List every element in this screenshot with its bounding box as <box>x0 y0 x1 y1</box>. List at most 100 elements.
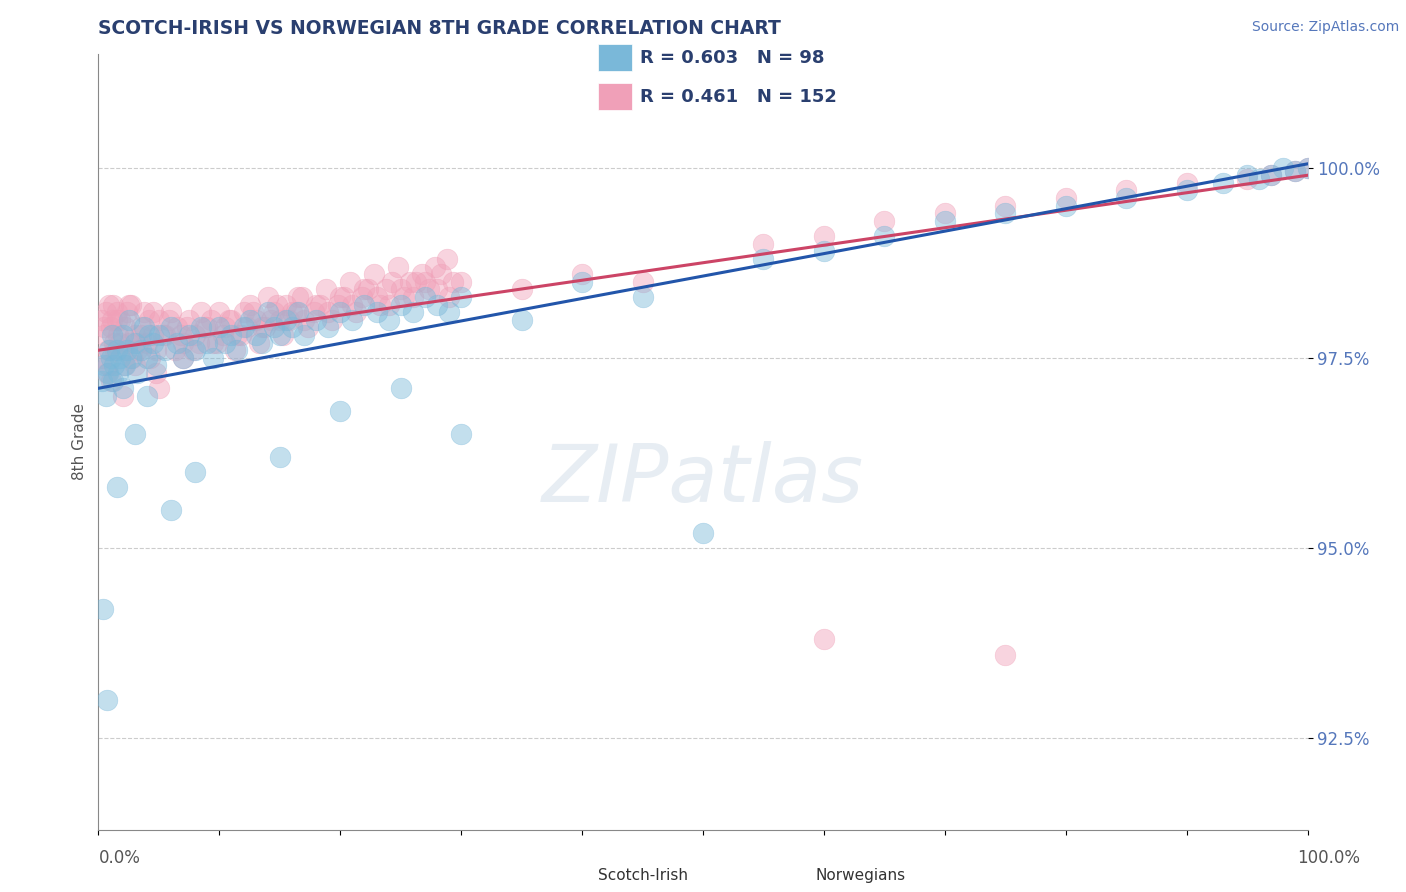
Point <box>321 313 343 327</box>
Point <box>1054 199 1077 213</box>
Point <box>194 320 217 334</box>
Point <box>389 282 412 296</box>
Point <box>269 450 291 464</box>
Point <box>752 236 775 251</box>
Point <box>571 267 593 281</box>
Point <box>221 328 243 343</box>
Point <box>413 275 436 289</box>
Point <box>100 374 122 388</box>
Point <box>190 305 212 319</box>
Point <box>366 305 388 319</box>
Point <box>100 313 122 327</box>
Point <box>100 328 122 343</box>
Point <box>129 328 152 343</box>
Point <box>256 290 278 304</box>
Point <box>160 305 183 319</box>
Point <box>250 320 273 334</box>
Point <box>138 328 160 343</box>
Point <box>263 320 285 334</box>
Point <box>96 693 118 707</box>
Point <box>97 359 120 373</box>
Point <box>389 297 412 311</box>
Point <box>160 320 183 334</box>
Point <box>232 320 254 334</box>
Point <box>94 305 117 319</box>
Point <box>399 275 422 289</box>
Point <box>631 275 654 289</box>
Point <box>813 632 835 647</box>
Point <box>994 199 1017 213</box>
Point <box>135 351 157 365</box>
Point <box>377 313 399 327</box>
Point <box>242 305 264 319</box>
Point <box>813 229 835 244</box>
Point <box>111 328 134 343</box>
Point <box>103 335 125 350</box>
Point <box>218 313 240 327</box>
Point <box>405 275 427 289</box>
Point <box>245 328 267 343</box>
Point <box>934 214 956 228</box>
Point <box>107 366 129 380</box>
Point <box>418 282 440 296</box>
Point <box>117 305 139 319</box>
Point <box>1212 176 1234 190</box>
Point <box>111 381 134 395</box>
Point <box>105 305 128 319</box>
Point <box>247 335 270 350</box>
Point <box>344 305 367 319</box>
Point <box>315 282 337 296</box>
Point <box>107 328 129 343</box>
Point <box>172 351 194 365</box>
Point <box>342 313 364 327</box>
Text: Norwegians: Norwegians <box>815 868 905 882</box>
Point <box>135 389 157 403</box>
Point <box>105 313 128 327</box>
Point <box>124 426 146 441</box>
Point <box>278 313 301 327</box>
Point <box>139 351 162 365</box>
Point <box>441 275 464 289</box>
Point <box>357 282 380 296</box>
Point <box>93 320 115 334</box>
Point <box>232 305 254 319</box>
Point <box>214 335 236 350</box>
Point <box>752 252 775 266</box>
Point <box>274 297 297 311</box>
Point <box>176 320 198 334</box>
Point <box>387 260 409 274</box>
Point <box>631 290 654 304</box>
Point <box>117 343 139 358</box>
Point <box>93 359 115 373</box>
Point <box>184 465 207 479</box>
Point <box>236 320 259 334</box>
Point <box>436 252 458 266</box>
Point <box>208 305 231 319</box>
Point <box>510 313 533 327</box>
Point <box>813 244 835 259</box>
Point <box>148 381 170 395</box>
Point <box>202 351 225 365</box>
Point <box>326 297 349 311</box>
Point <box>105 480 128 494</box>
Point <box>145 366 167 380</box>
Point <box>111 343 134 358</box>
Point <box>108 313 131 327</box>
Point <box>98 297 121 311</box>
Point <box>292 328 315 343</box>
Point <box>305 313 328 327</box>
Point <box>142 305 165 319</box>
Point <box>305 297 328 311</box>
Point <box>333 290 356 304</box>
Point <box>145 343 167 358</box>
Point <box>118 335 141 350</box>
Point <box>179 328 201 343</box>
Bar <box>598 83 633 111</box>
Point <box>100 351 122 365</box>
Point <box>1284 164 1306 178</box>
Point <box>274 313 297 327</box>
Point <box>108 335 131 350</box>
Text: 100.0%: 100.0% <box>1298 849 1360 867</box>
Text: R = 0.461   N = 152: R = 0.461 N = 152 <box>640 87 837 105</box>
Point <box>250 335 273 350</box>
